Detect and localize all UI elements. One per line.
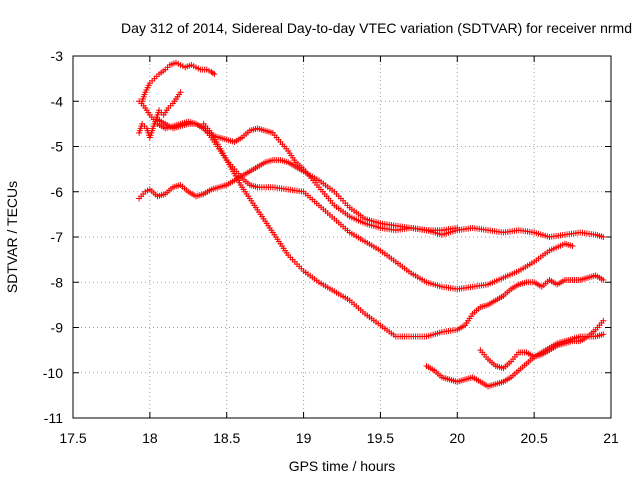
x-tick-label: 18.5 <box>213 430 240 446</box>
x-tick-label: 19 <box>296 430 312 446</box>
plot-frame <box>72 55 612 419</box>
y-tick-label: -7 <box>51 229 64 245</box>
y-tick-label: -5 <box>51 139 64 155</box>
x-tick-label: 20.5 <box>521 430 548 446</box>
x-tick-label: 18 <box>142 430 158 446</box>
x-tick-label: 17.5 <box>59 430 86 446</box>
data-point <box>600 317 607 324</box>
grid-lines <box>73 56 611 418</box>
series-track-f <box>423 331 607 390</box>
x-tick-label: 21 <box>603 430 619 446</box>
x-tick-label: 19.5 <box>367 430 394 446</box>
data-point <box>569 243 576 250</box>
y-axis-label: SDTVAR / TECUs <box>4 181 20 293</box>
x-tick-label: 20 <box>449 430 465 446</box>
data-points <box>136 59 607 390</box>
series-track-top-short <box>139 59 218 105</box>
series-track-g <box>477 317 607 372</box>
y-tick-label: -10 <box>43 365 63 381</box>
y-tick-label: -6 <box>51 184 64 200</box>
data-point <box>177 89 184 96</box>
x-axis-label: GPS time / hours <box>289 458 396 474</box>
x-tick-labels: 17.5 18 18.5 19 19.5 20 20.5 21 <box>59 430 619 446</box>
y-tick-label: -4 <box>51 93 64 109</box>
series-track-a <box>136 89 184 141</box>
y-tick-label: -3 <box>51 48 64 64</box>
data-point <box>600 331 607 338</box>
y-tick-label: -9 <box>51 320 64 336</box>
y-tick-label: -8 <box>51 274 64 290</box>
series-track-e <box>200 120 607 340</box>
chart-title: Day 312 of 2014, Sidereal Day-to-day VTE… <box>121 20 632 36</box>
y-tick-label: -11 <box>44 410 63 426</box>
data-point <box>454 224 461 231</box>
y-tick-labels: -3 -4 -5 -6 -7 -8 -9 -10 -11 <box>43 48 63 426</box>
data-point <box>600 234 607 240</box>
data-point <box>211 71 218 78</box>
series-track-c <box>136 157 461 234</box>
series-track-d <box>154 116 576 293</box>
data-point <box>600 276 607 283</box>
